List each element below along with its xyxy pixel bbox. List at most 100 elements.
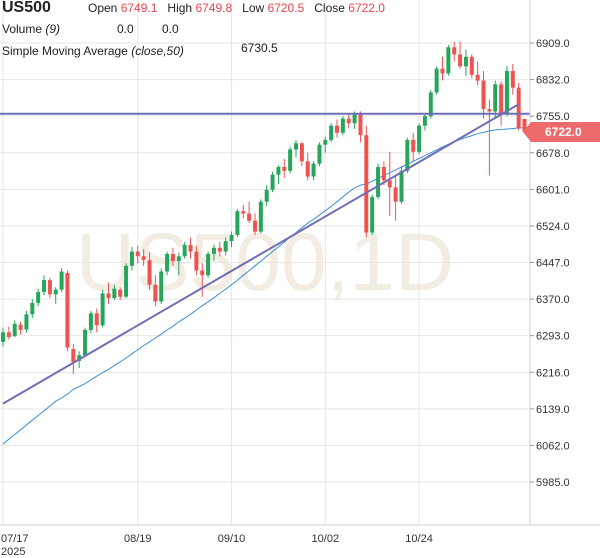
candle-body <box>211 247 216 254</box>
sma-polyline <box>2 127 525 445</box>
volume-value-2: 0.0 <box>162 22 179 36</box>
sma-label: Simple Moving Average <box>2 44 128 58</box>
sma-legend[interactable]: Simple Moving Average (close,50) <box>2 44 184 58</box>
candle-body <box>188 244 193 252</box>
candle-body <box>305 161 310 177</box>
candle-body <box>53 289 58 295</box>
candle-body <box>153 284 158 302</box>
candle-body <box>71 348 76 362</box>
diagonal-trendline <box>2 103 520 405</box>
price-tick-label: 6447.0 <box>536 258 570 270</box>
sma-value: 6730.5 <box>241 41 278 55</box>
candle-body <box>159 271 164 302</box>
candle-body <box>475 74 480 81</box>
candles <box>1 41 527 375</box>
candle-body <box>24 314 29 330</box>
candle-body <box>77 355 82 361</box>
candle-body <box>352 113 357 124</box>
candle-body <box>458 54 463 67</box>
candle-body <box>182 244 187 257</box>
high-label: High <box>167 1 193 15</box>
price-tick-label: 6216.0 <box>536 367 570 379</box>
last-price-badge: 6722.0 <box>523 122 600 142</box>
high-value: 6749.8 <box>195 1 233 15</box>
candle-body <box>194 251 199 271</box>
grid-lines <box>0 0 530 525</box>
price-tick-label: 6524.0 <box>536 221 570 233</box>
candle-body <box>12 323 17 337</box>
volume-value-1: 0.0 <box>117 22 134 36</box>
price-tick-label: 6293.0 <box>536 331 570 343</box>
candle-body <box>223 241 228 252</box>
candle-body <box>100 293 105 326</box>
symbol-label[interactable]: US500 <box>2 0 51 16</box>
price-tick-label: 5985.0 <box>536 477 570 489</box>
candle-body <box>311 163 316 177</box>
time-tick-label: 07/17 <box>1 533 29 545</box>
low-label: Low <box>242 1 265 15</box>
candle-body <box>247 213 252 221</box>
volume-param: (9) <box>45 22 61 36</box>
sma-param: (close,50) <box>131 44 184 58</box>
candle-body <box>270 174 275 190</box>
candle-body <box>106 293 111 299</box>
candle-body <box>323 139 328 145</box>
volume-legend[interactable]: Volume (9) <box>2 22 60 36</box>
candle-body <box>481 80 486 110</box>
candle-body <box>387 180 392 188</box>
open-label: Open <box>88 1 118 15</box>
low-value: 6720.5 <box>267 1 305 15</box>
candle-body <box>370 196 375 233</box>
candle-body <box>217 247 222 252</box>
candle-body <box>399 170 404 202</box>
candle-body <box>83 329 88 356</box>
candle-body <box>428 92 433 117</box>
candle-body <box>135 251 140 257</box>
candle-body <box>200 270 205 276</box>
candle-body <box>206 253 211 276</box>
sma-line <box>2 127 525 445</box>
volume-label: Volume <box>2 22 43 36</box>
candle-body <box>434 68 439 93</box>
candle-body <box>282 167 287 171</box>
candle-body <box>258 201 263 232</box>
trendlines[interactable] <box>0 103 530 405</box>
candle-body <box>141 256 146 261</box>
candle-body <box>294 143 298 150</box>
candle-body <box>446 47 451 74</box>
price-tick-label: 6832.0 <box>536 75 570 87</box>
time-tick-label: 10/02 <box>312 533 340 545</box>
candle-body <box>463 56 468 67</box>
candle-body <box>241 211 246 214</box>
price-tick-label: 6601.0 <box>536 184 570 196</box>
candle-body <box>36 291 41 303</box>
price-tick-label: 6139.0 <box>536 404 570 416</box>
candle-body <box>59 271 64 290</box>
candle-body <box>112 288 117 299</box>
time-tick-label: 10/24 <box>405 533 433 545</box>
candle-body <box>376 167 381 197</box>
candle-body <box>317 144 322 164</box>
candle-body <box>440 68 445 74</box>
candle-body <box>417 125 422 152</box>
time-tick-label: 09/10 <box>218 533 246 545</box>
candle-body <box>346 118 351 124</box>
candle-body <box>487 109 492 112</box>
candle-body <box>47 280 52 295</box>
candle-body <box>124 265 129 297</box>
ohlc-values: Open 6749.1 High 6749.8 Low 6720.5 Close… <box>88 1 385 15</box>
candle-body <box>65 272 70 348</box>
candle-body <box>504 71 509 114</box>
time-tick-label: 08/19 <box>124 533 152 545</box>
price-axis[interactable]: 6909.0 6832.0 6755.0 6678.0 6601.0 6524.0 6447… <box>529 0 570 525</box>
candle-body <box>276 167 281 175</box>
price-tick-label: 6755.0 <box>536 111 570 123</box>
candle-body <box>493 84 498 112</box>
candle-body <box>30 302 35 315</box>
candle-body <box>94 313 99 326</box>
candle-body <box>411 139 416 152</box>
candle-body <box>335 125 340 133</box>
candle-body <box>252 220 257 232</box>
